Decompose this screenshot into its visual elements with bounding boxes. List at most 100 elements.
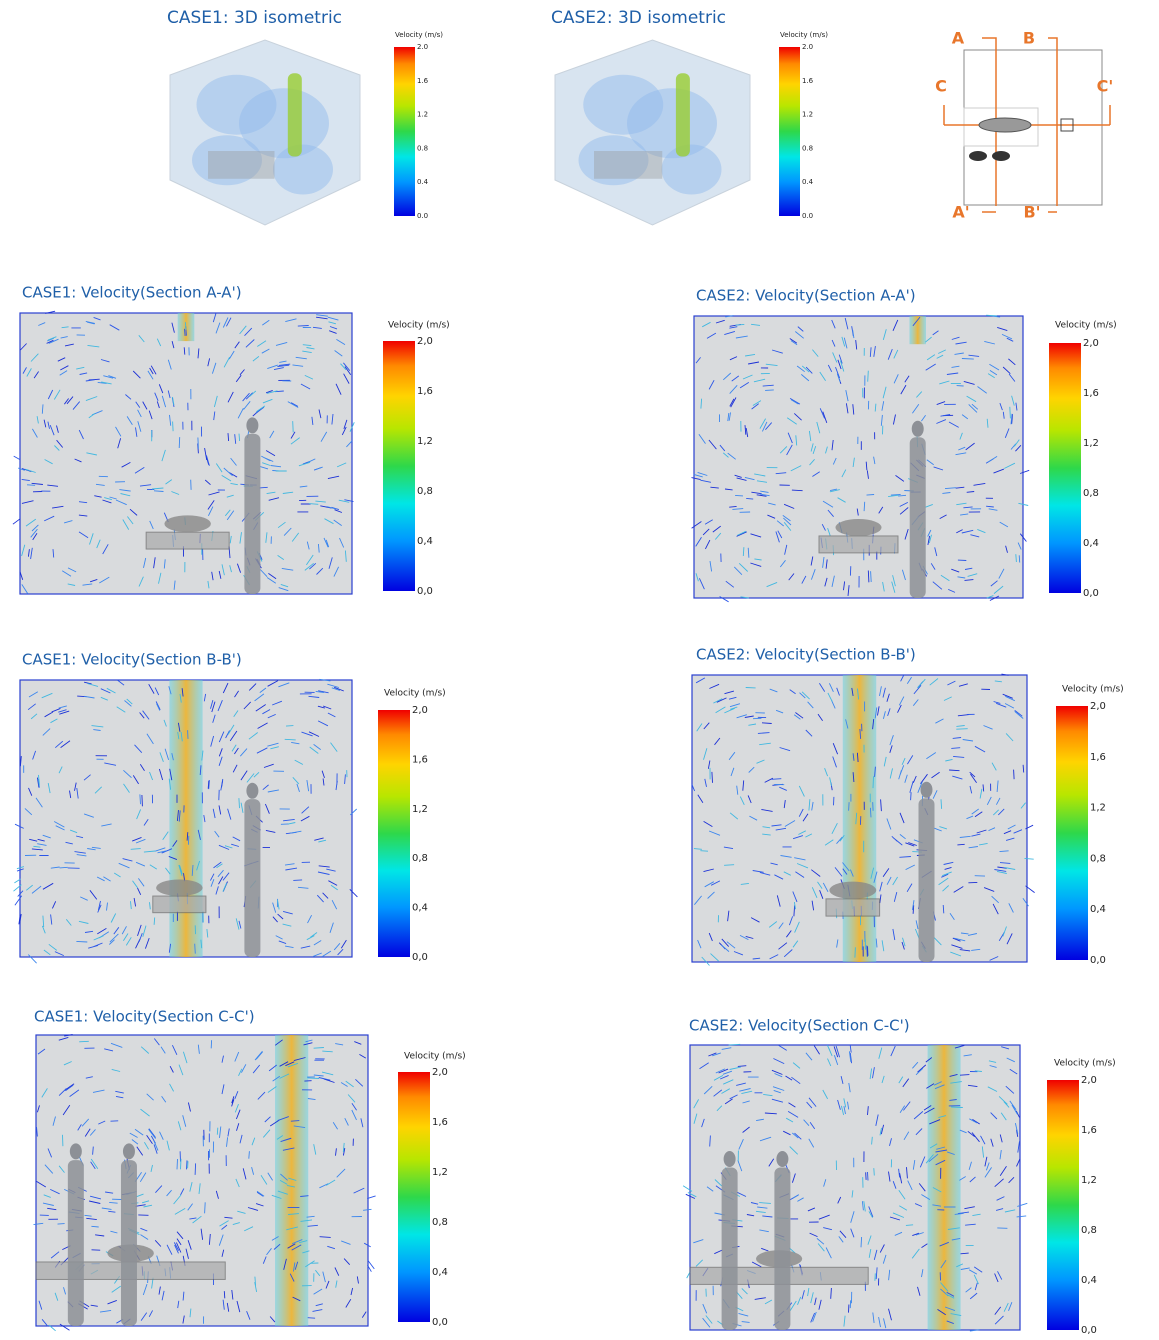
key-label: C' (1097, 77, 1114, 96)
colorbar-label: Velocity (m/s) (395, 31, 443, 39)
flow-arrows (693, 315, 1022, 587)
flow-arrows (691, 674, 1023, 961)
colorbar (394, 47, 415, 216)
colorbar-tick-label: 0,4 (1081, 1275, 1097, 1286)
panel (682, 1043, 1079, 1332)
colorbar-tick-label: 2.0 (802, 43, 813, 51)
person-body (909, 437, 926, 598)
person-body (774, 1167, 791, 1330)
room-volume (169, 39, 361, 226)
bed (152, 895, 207, 914)
panel-title: CASE2: Velocity(Section A-A') (696, 287, 916, 305)
colorbar-tick-label: 0.8 (417, 144, 428, 152)
colorbar-tick-label: 1.6 (802, 77, 814, 85)
flow-cloud (627, 88, 717, 159)
colorbar-tick-label: 0,8 (1090, 853, 1106, 864)
panel-title: CASE2: Velocity(Section C-C') (689, 1017, 910, 1035)
person-body (67, 1160, 84, 1326)
person-head (911, 420, 924, 437)
colorbar-label: Velocity (m/s) (404, 1052, 466, 1062)
colorbar-tick-label: 0,4 (1083, 538, 1099, 549)
colorbar-tick-label: 1,2 (412, 804, 428, 815)
bed (825, 898, 881, 917)
colorbar-tick-label: 2,0 (1083, 338, 1099, 349)
colorbar-tick-label: 0,8 (1081, 1225, 1097, 1236)
colorbar (1049, 343, 1081, 593)
panel-title: CASE1: 3D isometric (167, 8, 342, 28)
flow-arrows (23, 678, 358, 964)
colorbar-tick-label: 2.0 (417, 43, 428, 51)
flow-cloud (578, 135, 649, 186)
colorbar-label: Velocity (m/s) (1062, 685, 1124, 695)
flow-cloud (239, 88, 329, 159)
plume (169, 680, 203, 957)
flow-cloud (192, 135, 262, 186)
person-head (122, 1143, 135, 1160)
patient (156, 879, 203, 897)
section-key (943, 37, 1111, 213)
person-head (776, 1151, 789, 1167)
colorbar-label: Velocity (m/s) (1054, 1059, 1116, 1069)
key-label: C (935, 77, 947, 96)
flow-arrows (13, 313, 354, 575)
person-head (246, 417, 259, 434)
flow-arrows (36, 1038, 376, 1327)
colorbar-label: Velocity (m/s) (384, 689, 446, 699)
flow-arrows (14, 679, 346, 957)
bed (145, 531, 230, 550)
colorbar-tick-label: 0,8 (417, 486, 433, 497)
colorbar (398, 1072, 430, 1322)
colorbar (378, 710, 410, 957)
person-body (721, 1167, 738, 1330)
flow-arrows (12, 310, 352, 583)
panel (13, 678, 410, 964)
flow-arrows (691, 319, 1030, 601)
colorbar-tick-label: 1,6 (1083, 388, 1099, 399)
panel (554, 39, 800, 226)
person-body (244, 433, 261, 594)
panel (169, 39, 415, 226)
panel-title: CASE1: Velocity(Section B-B') (22, 651, 242, 669)
key-label: B (1023, 29, 1035, 48)
panel-title: CASE1: Velocity(Section C-C') (34, 1008, 255, 1026)
person-body (244, 799, 261, 957)
colorbar-label: Velocity (m/s) (388, 321, 450, 331)
panel (33, 1034, 430, 1332)
colorbar-tick-label: 0,4 (417, 536, 433, 547)
panel-title: CASE2: Velocity(Section B-B') (696, 646, 916, 664)
colorbar-tick-label: 1,2 (1090, 803, 1106, 814)
colorbar-tick-label: 0,8 (412, 853, 428, 864)
plume (287, 73, 302, 157)
colorbar-tick-label: 2,0 (432, 1067, 448, 1078)
colorbar-tick-label: 1,2 (432, 1167, 448, 1178)
flow-cloud (273, 144, 333, 195)
colorbar-tick-label: 2,0 (412, 705, 428, 716)
colorbar-tick-label: 0,8 (1083, 488, 1099, 499)
flow-arrows (18, 314, 353, 594)
colorbar-tick-label: 1.2 (417, 111, 428, 119)
colorbar-tick-label: 0,4 (432, 1267, 448, 1278)
colorbar-label: Velocity (m/s) (1055, 321, 1117, 331)
colorbar-tick-label: 0,0 (432, 1317, 448, 1328)
colorbar (1047, 1080, 1079, 1330)
colorbar-label: Velocity (m/s) (780, 31, 828, 39)
flow-arrows (693, 678, 1034, 966)
person-head (69, 1143, 82, 1160)
panel-title: CASE2: 3D isometric (551, 8, 726, 28)
person-body (120, 1160, 137, 1326)
colorbar-tick-label: 1,6 (1081, 1125, 1097, 1136)
colorbar-tick-label: 1,2 (417, 436, 433, 447)
colorbar-tick-label: 1,6 (417, 386, 433, 397)
person-body (918, 798, 935, 962)
colorbar-tick-label: 0,0 (1090, 955, 1106, 966)
colorbar-tick-label: 1,2 (1083, 438, 1099, 449)
colorbar-tick-label: 0.0 (417, 212, 428, 220)
person-head (723, 1151, 736, 1167)
colorbar-tick-label: 0.0 (802, 212, 813, 220)
patient (835, 519, 882, 536)
colorbar-tick-label: 0,0 (417, 586, 433, 597)
colorbar-tick-label: 0,0 (1083, 588, 1099, 599)
flow-arrows (694, 676, 1029, 952)
colorbar-tick-label: 0,0 (1081, 1325, 1097, 1336)
